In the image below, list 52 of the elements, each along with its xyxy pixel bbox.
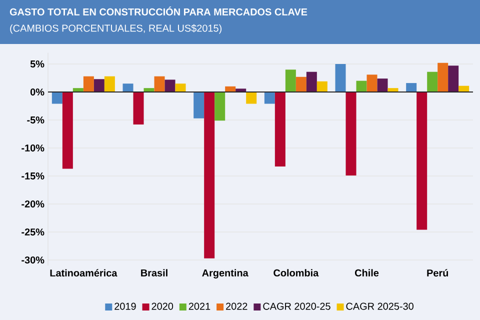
x-tick-label: Perú [427, 269, 448, 277]
bar [448, 66, 459, 92]
y-tick-label: -15% [22, 172, 44, 180]
y-tick-label: -25% [22, 228, 44, 236]
bar [366, 74, 378, 92]
bar [94, 79, 104, 92]
x-tick-label: Argentina [202, 269, 248, 278]
y-tick-label: 0% [30, 88, 44, 96]
bar [274, 92, 286, 166]
bar [164, 80, 176, 92]
bar [377, 78, 388, 92]
bar [104, 76, 115, 92]
bar [296, 76, 306, 92]
bar [264, 92, 275, 104]
y-tick-label: -5% [27, 116, 44, 124]
y-tick-label: -30% [22, 256, 44, 264]
x-tick-label: Brasil [141, 269, 168, 276]
bar [346, 92, 356, 176]
bar [427, 72, 438, 92]
bar [316, 81, 328, 92]
x-tick-label: Latinoamérica [50, 269, 118, 277]
legend-label: CAGR 2025-30 [346, 302, 414, 310]
bar [52, 92, 62, 104]
y-tick-label: 5% [30, 60, 44, 68]
bar [356, 80, 367, 92]
bar [416, 92, 428, 230]
x-tick-label: Chile [354, 269, 379, 276]
bar [175, 84, 186, 92]
bar [285, 70, 296, 92]
y-tick-label: -20% [22, 200, 44, 208]
legend-label: 2020 [152, 302, 174, 310]
bar [438, 62, 448, 92]
bar [306, 72, 317, 92]
x-tick-label: Colombia [274, 269, 319, 276]
legend-label: 2019 [114, 302, 136, 310]
bar [204, 92, 215, 258]
legend-label: 2021 [188, 302, 210, 310]
bar [154, 76, 165, 92]
bar [133, 92, 144, 124]
bar [62, 92, 73, 169]
chart-subtitle: (CAMBIOS PORCENTUALES, REAL US$2015) [10, 24, 222, 34]
legend-label: 2022 [226, 302, 248, 310]
bar [214, 92, 226, 121]
y-tick-label: -10% [22, 144, 44, 152]
bar [194, 92, 204, 118]
bar [406, 83, 417, 92]
bar [122, 84, 134, 92]
bar [335, 64, 346, 92]
legend-label: CAGR 2020-25 [263, 302, 330, 310]
bar [246, 92, 257, 104]
bar [83, 76, 94, 92]
chart-title: GASTO TOTAL EN CONSTRUCCIÓN PARA MERCADOS CLAVE [10, 6, 308, 16]
